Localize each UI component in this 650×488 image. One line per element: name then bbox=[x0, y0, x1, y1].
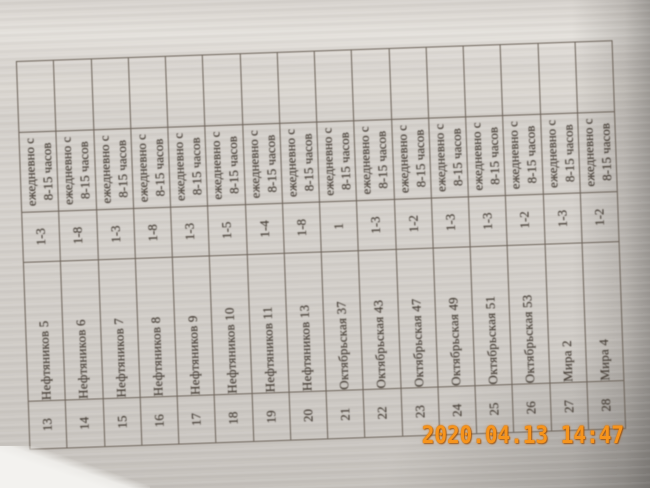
empty-cell bbox=[90, 57, 131, 130]
entrances-cell: 1 bbox=[319, 200, 359, 252]
schedule-cell: ежедневно с 8-15 часов bbox=[428, 116, 469, 199]
empty-cell bbox=[463, 44, 503, 117]
schedule-line-2: 8-15 часов bbox=[150, 138, 168, 197]
schedule-cell: ежедневно с 8-15 часов bbox=[18, 131, 59, 213]
empty-cell bbox=[16, 60, 57, 133]
address-cell: Нефтяников 6 bbox=[60, 259, 103, 401]
entrances-cell: 1-2 bbox=[393, 198, 433, 250]
schedule-line-2: 8-15 часов bbox=[113, 139, 131, 199]
schedule-cell: ежедневно с 8-15 часов bbox=[130, 127, 171, 209]
entrances-cell: 1-3 bbox=[431, 196, 471, 249]
schedule-line-2: 8-15 часов bbox=[448, 128, 466, 187]
schedule-line-2: 8-15 часов bbox=[522, 125, 540, 184]
empty-cell bbox=[388, 47, 429, 120]
schedule-cell: ежедневно с 8-15 часов bbox=[540, 112, 581, 195]
address-cell: Нефтяников 9 bbox=[172, 255, 215, 397]
entrances-cell: 1-2 bbox=[580, 191, 620, 243]
address-cell: Нефтяников 13 bbox=[283, 251, 327, 393]
schedule-cell: ежедневно с 8-15 часов bbox=[242, 123, 283, 205]
schedule-cell: ежедневно с 8-15 часов bbox=[167, 125, 208, 208]
camera-timestamp: 2020.04.13 14:47 bbox=[421, 421, 624, 449]
row-number-cell: 16 bbox=[139, 396, 179, 446]
address-cell: Мира 4 bbox=[581, 241, 624, 382]
schedule-line-2: 8-15 часов bbox=[262, 134, 280, 193]
address-cell: Октябрьская 43 bbox=[358, 249, 401, 390]
paper-corner-highlight bbox=[0, 446, 150, 488]
empty-cell bbox=[276, 51, 317, 124]
entrances-cell: 1-3 bbox=[468, 195, 508, 247]
schedule-line-2: 8-15 часов bbox=[187, 137, 205, 196]
schedule-cell: ежедневно с 8-15 часов bbox=[465, 115, 506, 197]
schedule-cell: ежедневно с 8-15 часов bbox=[577, 111, 618, 193]
address-cell: Октябрьская 49 bbox=[432, 246, 475, 388]
row-number-cell: 22 bbox=[363, 388, 403, 438]
empty-cell bbox=[128, 56, 168, 129]
row-number-cell: 15 bbox=[102, 397, 142, 447]
schedule-cell: ежедневно с 8-15 часов bbox=[316, 120, 357, 203]
schedule-cell: ежедневно с 8-15 часов bbox=[93, 128, 134, 210]
empty-cell bbox=[537, 42, 578, 115]
row-number-cell: 19 bbox=[251, 392, 291, 442]
empty-cell bbox=[53, 58, 94, 132]
entrances-cell: 1-8 bbox=[58, 209, 98, 262]
schedule-table-body: 13 Нефтяников 5 1-3 ежедневно с 8-15 час… bbox=[16, 40, 626, 450]
empty-cell bbox=[314, 49, 354, 123]
entrances-cell: 1-8 bbox=[282, 202, 322, 254]
schedule-line-2: 8-15 часов bbox=[560, 124, 578, 183]
schedule-line-2: 8-15 часов bbox=[336, 131, 354, 191]
schedule-line-2: 8-15 часов bbox=[597, 122, 615, 182]
address-cell: Мира 2 bbox=[544, 242, 587, 384]
schedule-cell: ежедневно с 8-15 часов bbox=[205, 124, 246, 206]
row-number-cell: 21 bbox=[326, 389, 365, 439]
address-cell: Нефтяников 5 bbox=[23, 261, 66, 402]
schedule-cell: ежедневно с 8-15 часов bbox=[391, 118, 432, 200]
schedule-cell: ежедневно с 8-15 часов bbox=[353, 119, 394, 201]
schedule-cell: ежедневно с 8-15 часов bbox=[502, 114, 543, 196]
entrances-cell: 1-4 bbox=[245, 203, 284, 255]
schedule-line-2: 8-15 часов bbox=[225, 135, 243, 195]
rotated-table-region: 13 Нефтяников 5 1-3 ежедневно с 8-15 час… bbox=[16, 40, 626, 450]
schedule-table: 13 Нефтяников 5 1-3 ежедневно с 8-15 час… bbox=[16, 40, 626, 450]
entrances-cell: 1-3 bbox=[96, 208, 136, 260]
row-number-cell: 14 bbox=[65, 398, 105, 448]
empty-cell bbox=[239, 52, 280, 125]
address-cell: Октябрьская 51 bbox=[470, 245, 513, 386]
empty-cell bbox=[351, 48, 392, 121]
entrances-cell: 1-3 bbox=[542, 192, 582, 245]
address-cell: Нефтяников 8 bbox=[135, 257, 178, 398]
address-cell: Октябрьская 37 bbox=[321, 250, 364, 391]
address-cell: Нефтяников 11 bbox=[246, 253, 289, 394]
row-number-cell: 18 bbox=[214, 393, 254, 443]
schedule-cell: ежедневно с 8-15 часов bbox=[56, 129, 97, 212]
schedule-line-2: 8-15 часов bbox=[411, 129, 429, 188]
empty-cell bbox=[425, 45, 466, 119]
entrances-cell: 1-3 bbox=[170, 205, 210, 258]
entrances-cell: 1-8 bbox=[133, 207, 173, 259]
entrances-cell: 1-3 bbox=[356, 199, 396, 251]
row-number-cell: 20 bbox=[288, 390, 328, 441]
schedule-line-2: 8-15 часов bbox=[38, 142, 56, 201]
address-cell: Октябрьская 53 bbox=[507, 244, 550, 385]
empty-cell bbox=[202, 53, 243, 126]
schedule-line-2: 8-15 часов bbox=[485, 126, 503, 186]
schedule-line-2: 8-15 часов bbox=[373, 130, 391, 189]
empty-cell bbox=[500, 43, 541, 116]
schedule-line-2: 8-15 часов bbox=[76, 141, 94, 200]
row-number-cell: 13 bbox=[28, 400, 68, 450]
entrances-cell: 1-5 bbox=[207, 204, 247, 256]
address-cell: Нефтяников 10 bbox=[209, 254, 252, 395]
entrances-cell: 1-2 bbox=[505, 194, 545, 246]
address-cell: Октябрьская 47 bbox=[395, 248, 438, 389]
row-number-cell: 17 bbox=[177, 394, 217, 445]
address-cell: Нефтяников 7 bbox=[97, 258, 140, 399]
schedule-cell: ежедневно с 8-15 часов bbox=[279, 122, 320, 204]
schedule-line-2: 8-15 часов bbox=[299, 133, 317, 192]
entrances-cell: 1-3 bbox=[21, 211, 61, 263]
empty-cell bbox=[574, 40, 615, 113]
empty-cell bbox=[165, 55, 206, 128]
